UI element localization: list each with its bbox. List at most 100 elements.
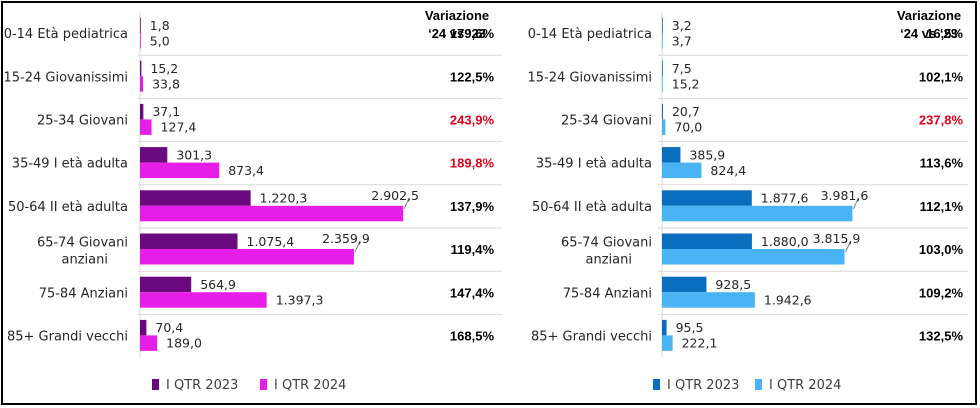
data-label: 3.981,6 (821, 188, 869, 203)
legend-label: I QTR 2023 (667, 378, 739, 393)
variation-header-line2: ‘24 vs ‘23 (900, 26, 958, 41)
bar-2023 (662, 233, 752, 249)
variation-value: 132,5% (919, 329, 964, 344)
bar-2024 (662, 205, 853, 222)
bar-2023 (662, 60, 663, 77)
data-label: 3.815,9 (813, 231, 861, 246)
label-leader-line (845, 240, 851, 253)
variation-value: 16,5% (926, 26, 963, 41)
legend-swatch (755, 379, 762, 390)
data-label: 824,4 (710, 163, 746, 178)
data-label: 1.397,3 (276, 292, 324, 307)
data-label: 70,0 (674, 120, 702, 135)
data-label: 301,3 (176, 147, 212, 162)
variation-value: 237,8% (919, 113, 964, 128)
data-label: 1,8 (150, 18, 170, 33)
label-leader-line (852, 197, 859, 210)
bar-2023 (140, 147, 168, 163)
legend-swatch (653, 379, 660, 390)
bar-2023 (662, 17, 663, 33)
variation-header-line1: Variazione (425, 8, 489, 23)
data-label: 127,4 (161, 120, 197, 135)
bar-2023 (662, 276, 707, 293)
bar-2023 (140, 319, 147, 336)
bar-2024 (662, 76, 663, 92)
bar-2023 (140, 17, 141, 33)
legend-label: I QTR 2023 (166, 378, 238, 393)
bar-2023 (140, 233, 238, 249)
category-label: 85+ Grandi vecchi (7, 330, 128, 345)
data-label: 1.075,4 (247, 234, 295, 249)
legend-swatch (260, 379, 267, 390)
data-label: 5,0 (150, 33, 170, 48)
bar-2024 (140, 335, 158, 351)
variation-value: 102,1% (919, 69, 964, 84)
variation-header-line1: Variazione (897, 8, 961, 23)
category-label: 50-64 II età adulta (8, 200, 128, 215)
variation-value: 112,1% (920, 199, 964, 214)
bar-2024 (662, 162, 702, 179)
data-label: 873,4 (228, 163, 264, 178)
data-label: 37,1 (152, 104, 180, 119)
data-label: 564,9 (200, 277, 236, 292)
variation-value: 103,0% (919, 242, 964, 257)
category-label: 15-24 Giovanissimi (528, 70, 653, 85)
bar-2023 (140, 190, 251, 206)
legend-label: I QTR 2024 (274, 378, 346, 393)
bar-2024 (662, 119, 666, 135)
data-label: 95,5 (676, 320, 704, 335)
variation-header-line2: ‘24 vs ‘23 (428, 26, 486, 41)
category-label: 65-74 Giovani (561, 236, 652, 251)
category-label: 15-24 Giovanissimi (4, 70, 129, 85)
bar-2024 (140, 33, 141, 49)
data-label: 2.902,5 (371, 188, 419, 203)
category-label: 50-64 II età adulta (532, 200, 652, 215)
bar-2024 (140, 205, 404, 222)
category-label: 85+ Grandi vecchi (531, 330, 652, 345)
data-label: 7,5 (672, 61, 692, 76)
category-label: 75-84 Anziani (39, 286, 128, 301)
bar-2023 (662, 319, 667, 336)
bar-2024 (140, 119, 152, 135)
bar-2024 (140, 76, 144, 92)
data-label: 3,7 (672, 33, 692, 48)
data-label: 1.942,6 (764, 292, 812, 307)
bar-2024 (140, 162, 220, 179)
data-label: 385,9 (689, 147, 725, 162)
data-label: 3,2 (672, 18, 692, 33)
bar-2023 (662, 103, 663, 120)
bar-2024 (140, 249, 354, 265)
variation-value: 109,2% (919, 285, 964, 300)
legend-swatch (152, 379, 159, 390)
variation-value: 243,9% (450, 113, 495, 128)
data-label: 189,0 (166, 336, 202, 351)
data-label: 15,2 (150, 61, 178, 76)
bar-2024 (662, 33, 663, 49)
category-label: anziani (586, 253, 632, 268)
data-label: 2.359,9 (322, 231, 370, 246)
category-label: 25-34 Giovani (561, 114, 652, 129)
variation-value: 189,8% (450, 156, 495, 171)
data-label: 928,5 (715, 277, 751, 292)
data-label: 222,1 (682, 336, 718, 351)
variation-value: 168,5% (450, 329, 495, 344)
category-label: anziani (62, 253, 108, 268)
data-label: 1.220,3 (260, 191, 308, 206)
variation-value: 147,4% (450, 285, 495, 300)
bar-2024 (140, 292, 267, 308)
variation-value: 119,4% (451, 242, 495, 257)
variation-value: 113,6% (920, 156, 964, 171)
data-label: 33,8 (152, 76, 180, 91)
variation-value: 122,5% (450, 69, 495, 84)
label-leader-line (403, 197, 410, 210)
bar-2023 (140, 276, 192, 293)
category-label: 0-14 Età pediatrica (528, 27, 652, 42)
category-label: 0-14 Età pediatrica (4, 27, 128, 42)
data-label: 20,7 (672, 104, 700, 119)
bar-2024 (662, 292, 755, 308)
bar-2023 (140, 60, 142, 77)
bar-2024 (662, 335, 673, 351)
data-label: 70,4 (155, 320, 183, 335)
variation-value: 137,9% (450, 199, 495, 214)
